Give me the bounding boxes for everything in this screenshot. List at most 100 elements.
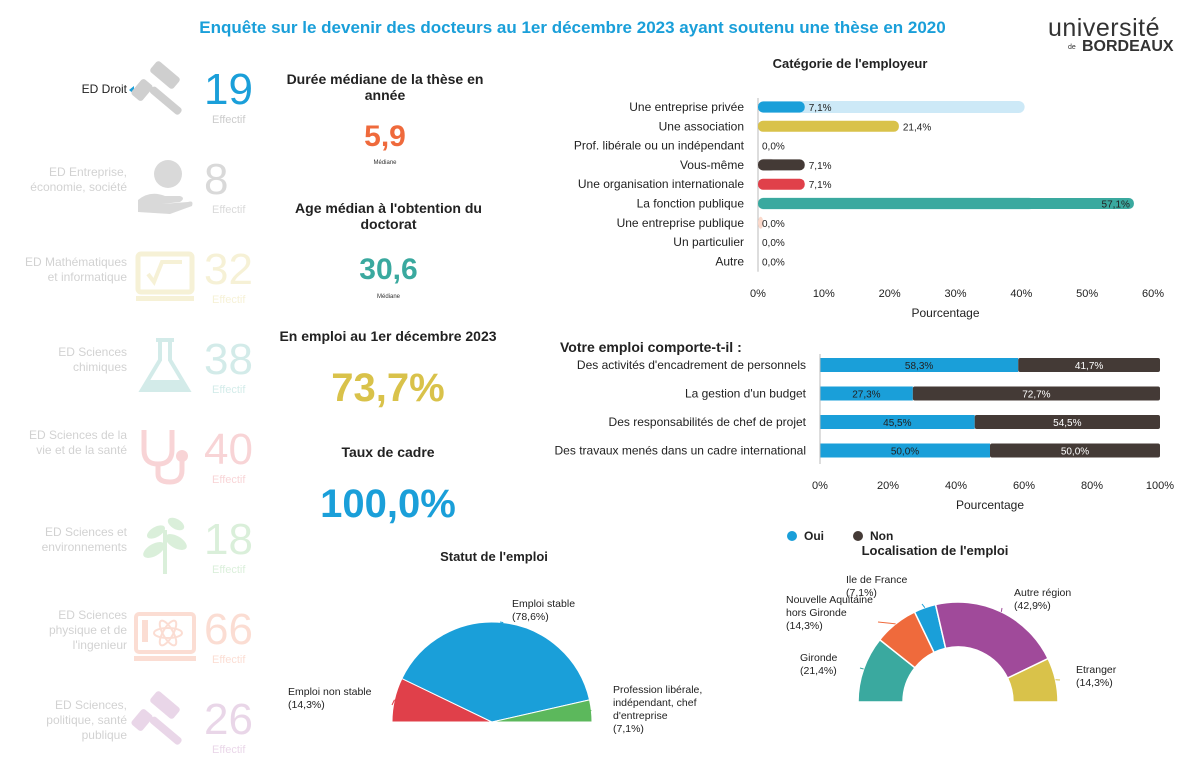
age-sub: Médiane <box>276 294 501 300</box>
data-label: 41,7% <box>1075 361 1103 372</box>
x-tick-label: 40% <box>945 480 967 492</box>
data-label: 58,3% <box>905 361 933 372</box>
status-chart-title: Statut de l'emploi <box>380 549 608 564</box>
x-tick-label: 0% <box>750 288 766 300</box>
x-tick-label: 20% <box>877 480 899 492</box>
category-label: Des activités d'encadrement de personnel… <box>577 358 806 372</box>
leader-line <box>1001 608 1002 612</box>
data-label: 0,0% <box>762 257 785 268</box>
location-chart-title: Localisation de l'emploi <box>810 543 1060 558</box>
sidebar-item-label: ED Sciences chimiques <box>17 345 127 375</box>
slice-label: hors Gironde <box>786 607 847 619</box>
sidebar-item-count: 66 <box>204 608 253 652</box>
employer-chart-title: Catégorie de l'employeur <box>700 56 1000 71</box>
data-label: 57,1% <box>1102 200 1130 211</box>
data-label: 21,4% <box>903 122 931 133</box>
x-tick-label: 60% <box>1013 480 1035 492</box>
slice-label: Emploi stable <box>512 598 575 610</box>
sidebar-item-effectif: Effectif <box>212 474 245 486</box>
data-label: 72,7% <box>1022 390 1050 401</box>
data-label: 0,0% <box>762 238 785 249</box>
slice-label: (7,1%) <box>613 723 644 735</box>
sidebar-icon-wrap <box>130 420 200 490</box>
slice-label: indépendant, chef <box>613 697 697 709</box>
job-content-chart: Des activités d'encadrement de personnel… <box>520 348 1180 548</box>
bar[interactable] <box>758 159 805 170</box>
x-tick-label: 20% <box>879 288 901 300</box>
bar[interactable] <box>758 121 899 132</box>
sidebar-item-effectif: Effectif <box>212 204 245 216</box>
duree-value: 5,9 <box>276 120 494 154</box>
sidebar-icon-wrap <box>130 510 200 580</box>
x-axis-label: Pourcentage <box>956 498 1024 512</box>
slice-label: Ile de France <box>846 574 907 586</box>
logo-line-3: BORDEAUX <box>1082 38 1174 56</box>
slice-label: (21,4%) <box>800 665 837 677</box>
category-label: Autre <box>715 254 744 268</box>
sidebar-item-count: 18 <box>204 518 253 562</box>
data-label: 7,1% <box>809 161 832 172</box>
university-logo: université de BORDEAUX <box>1046 14 1186 64</box>
legend-label[interactable]: Oui <box>804 529 824 543</box>
atom-icon <box>130 600 200 670</box>
bar[interactable] <box>758 198 1134 209</box>
slice-label: (14,3%) <box>786 620 823 632</box>
x-tick-label: 60% <box>1142 288 1164 300</box>
sidebar-item-count: 26 <box>204 698 253 742</box>
sidebar-item-effectif: Effectif <box>212 294 245 306</box>
sidebar-item-7[interactable]: ED Sciences, politique, santé publique 26… <box>0 690 270 770</box>
plant-icon <box>130 510 200 580</box>
slice-label: (7,1%) <box>846 587 877 599</box>
x-axis-label: Pourcentage <box>911 306 979 320</box>
data-label: 0,0% <box>762 142 785 153</box>
sidebar-item-effectif: Effectif <box>212 114 245 126</box>
bar[interactable] <box>758 179 805 190</box>
sidebar-item-count: 40 <box>204 428 253 472</box>
legend-swatch <box>853 531 863 541</box>
flask-icon <box>130 330 200 400</box>
data-label: 50,0% <box>891 447 919 458</box>
employer-category-chart: 0%10%20%30%40%50%60%Une entreprise privé… <box>520 90 1180 325</box>
bar[interactable] <box>758 102 805 113</box>
legend-swatch <box>787 531 797 541</box>
sidebar-item-label: ED Sciences, politique, santé publique <box>17 698 127 743</box>
stethoscope-icon <box>130 420 200 490</box>
data-label: 45,5% <box>883 418 911 429</box>
data-label: 7,1% <box>809 180 832 191</box>
x-tick-label: 40% <box>1010 288 1032 300</box>
data-label: 7,1% <box>809 103 832 114</box>
slice-label: (42,9%) <box>1014 600 1051 612</box>
sidebar-item-4[interactable]: ED Sciences de la vie et de la santé 40 Ef… <box>0 420 270 500</box>
category-label: La gestion d'un budget <box>685 387 807 401</box>
sidebar-item-count: 8 <box>204 158 228 202</box>
slice-label: (14,3%) <box>1076 677 1113 689</box>
x-tick-label: 100% <box>1146 480 1174 492</box>
duree-title: Durée médiane de la thèse en année <box>276 71 494 103</box>
sqrt-board-icon <box>130 240 200 310</box>
category-label: Une entreprise publique <box>617 216 745 230</box>
slice-label: d'entreprise <box>613 710 668 722</box>
leader-line <box>878 622 896 624</box>
emploi-value: 73,7% <box>268 366 508 411</box>
sidebar-icon-wrap <box>130 150 200 220</box>
slice-label: Profession libérale, <box>613 684 702 696</box>
slice-label: Emploi non stable <box>288 686 372 698</box>
sidebar-item-label: ED Sciences de la vie et de la santé <box>17 428 127 458</box>
leader-line <box>500 622 503 623</box>
sidebar-icon-wrap <box>130 600 200 670</box>
category-label: Vous-même <box>680 158 744 172</box>
x-tick-label: 0% <box>812 480 828 492</box>
duree-sub: Médiane <box>276 160 494 166</box>
sidebar-item-effectif: Effectif <box>212 744 245 756</box>
logo-line-2: de <box>1068 44 1076 51</box>
legend-label[interactable]: Non <box>870 529 893 543</box>
money-hand-icon <box>130 150 200 220</box>
x-tick-label: 10% <box>813 288 835 300</box>
x-tick-label: 80% <box>1081 480 1103 492</box>
